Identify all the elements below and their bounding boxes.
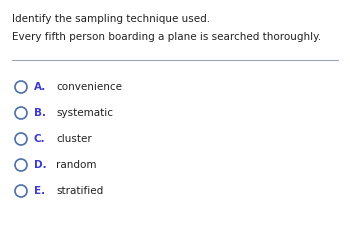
Text: D.: D. — [34, 160, 47, 170]
Text: convenience: convenience — [56, 82, 122, 92]
Text: A.: A. — [34, 82, 46, 92]
Text: Identify the sampling technique used.: Identify the sampling technique used. — [12, 14, 210, 24]
Text: cluster: cluster — [56, 134, 92, 144]
Text: stratified: stratified — [56, 186, 103, 196]
Text: systematic: systematic — [56, 108, 113, 118]
Text: C.: C. — [34, 134, 46, 144]
Text: B.: B. — [34, 108, 46, 118]
Text: random: random — [56, 160, 97, 170]
Text: Every fifth person boarding a plane is searched thoroughly.: Every fifth person boarding a plane is s… — [12, 32, 321, 42]
Text: E.: E. — [34, 186, 45, 196]
